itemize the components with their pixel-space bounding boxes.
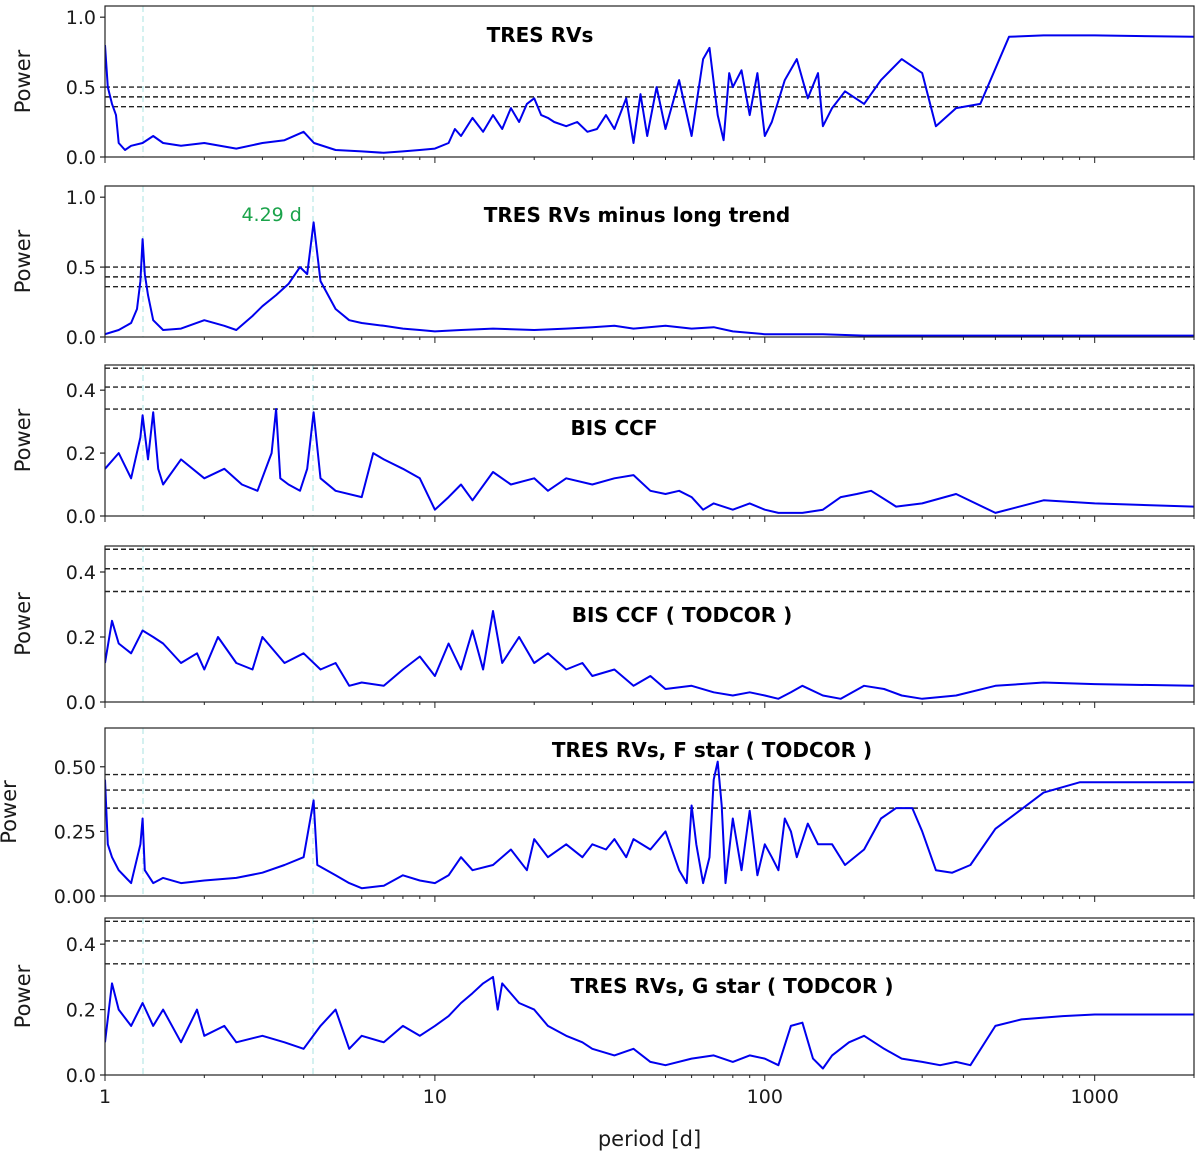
y-axis-label: Power [11,229,35,293]
panel-2: 0.0 0.5 1.0 Power TRES RVs minus long trend 4… [11,185,1195,349]
panel-title: TRES RVs, F star ( TODCOR ) [552,738,872,762]
y-axis-label: Power [11,964,35,1028]
y-tick-label: 0.0 [66,147,96,169]
periodogram-line [105,34,1194,154]
periodogram-line [105,975,1194,1070]
y-tick-label: 1.0 [66,187,96,209]
x-tick-label: 100 [747,1086,783,1108]
panel-title: TRES RVs, G star ( TODCOR ) [570,974,893,998]
axes-frame [104,727,1195,897]
axes-frame [104,5,1195,158]
y-tick-label: 0.4 [66,562,96,584]
y-tick-label: 0.00 [54,886,96,908]
y-tick-label: 0.0 [66,692,96,714]
peak-annotation: 4.29 d [241,204,301,226]
y-tick-label: 0.25 [54,821,96,843]
panel-title: TRES RVs [487,23,594,47]
y-tick-label: 0.0 [66,506,96,528]
y-axis-label: Power [11,408,35,472]
panel-6: 0.0 0.2 0.4 Power TRES RVs, G star ( TODCOR … [11,917,1195,1108]
y-tick-label: 1.0 [66,7,96,29]
periodogram-line [105,760,1194,890]
panel-3: 0.0 0.2 0.4 Power BIS CCF [11,364,1195,528]
periodogram-line [105,221,1194,337]
y-tick-label: 0.5 [66,257,96,279]
y-tick-label: 0.2 [66,443,96,465]
y-axis-label: Power [11,49,35,113]
x-tick-label: 1 [99,1086,111,1108]
y-tick-label: 0.0 [66,1065,96,1087]
panel-title: BIS CCF ( TODCOR ) [572,603,793,627]
axes-frame [104,185,1195,338]
y-axis-label: Power [11,592,35,656]
x-tick-label: 1000 [1071,1086,1119,1108]
panel-5: 0.00 0.25 0.50 Power TRES RVs, F star ( TODC… [0,727,1195,908]
panel-title: BIS CCF [570,416,657,440]
y-tick-label: 0.4 [66,934,96,956]
y-tick-label: 0.0 [66,327,96,349]
periodogram-line [105,408,1194,514]
axes-frame [104,364,1195,517]
panel-1: 0.0 0.5 1.0 Power TRES RVs [11,5,1195,169]
panel-4: 0.0 0.2 0.4 Power BIS CCF ( TODCOR ) [11,545,1195,714]
x-tick-label: 10 [423,1086,447,1108]
axes-frame [104,917,1195,1076]
y-tick-label: 0.2 [66,1000,96,1022]
y-tick-label: 0.5 [66,77,96,99]
y-axis-label: Power [0,780,21,844]
y-tick-label: 0.2 [66,627,96,649]
axes-frame [104,545,1195,703]
y-tick-label: 0.4 [66,380,96,402]
periodogram-line [105,610,1194,700]
x-axis-label: period [d] [598,1127,701,1151]
panel-title: TRES RVs minus long trend [484,203,791,227]
y-tick-label: 0.50 [54,757,96,779]
